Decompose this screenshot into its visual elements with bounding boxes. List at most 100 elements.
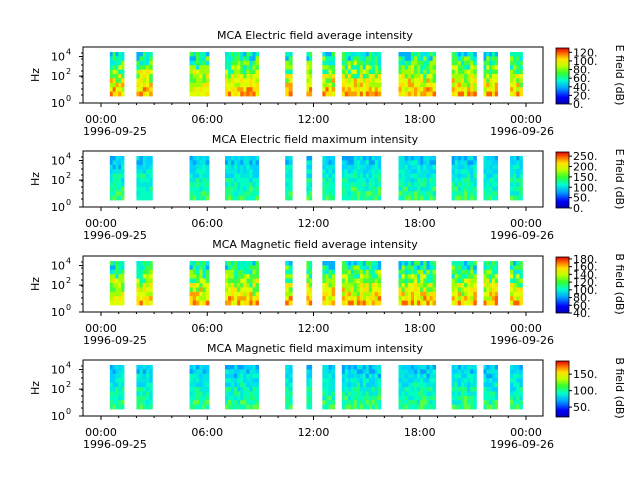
heatmap-cell — [470, 182, 474, 188]
heatmap-cell — [325, 382, 329, 388]
heatmap-cell — [426, 373, 430, 379]
heatmap-cell — [142, 274, 147, 279]
heatmap-cell — [237, 287, 241, 293]
heatmap-cell — [467, 395, 471, 401]
heatmap-cell — [224, 291, 229, 297]
heatmap-cell — [413, 269, 418, 275]
heatmap-cell — [237, 156, 241, 161]
heatmap-cell — [420, 169, 424, 174]
heatmap-cell — [368, 191, 373, 196]
heatmap-cell — [115, 191, 119, 196]
heatmap-cell — [426, 60, 430, 66]
heatmap-cell — [489, 191, 493, 196]
heatmap-cell — [516, 169, 520, 174]
heatmap-cell — [109, 296, 114, 301]
heatmap-cell — [398, 287, 402, 293]
heatmap-cell — [356, 261, 361, 266]
heatmap-cell — [240, 169, 244, 174]
heatmap-cell — [426, 82, 430, 88]
heatmap-cell — [112, 300, 116, 306]
heatmap-cell — [365, 191, 370, 196]
heatmap-cell — [237, 182, 241, 188]
heatmap-cell — [136, 378, 141, 383]
heatmap-cell — [473, 378, 477, 383]
heatmap-cell — [510, 287, 514, 293]
heatmap-cell — [331, 74, 336, 79]
heatmap-cell — [470, 395, 474, 401]
heatmap-cell — [398, 300, 402, 306]
heatmap-cell — [350, 274, 355, 279]
heatmap-cell — [513, 269, 517, 275]
heatmap-cell — [309, 278, 313, 284]
heatmap-cell — [205, 274, 210, 279]
heatmap-cell — [243, 269, 247, 275]
heatmap-cell — [423, 269, 427, 275]
heatmap-cell — [417, 164, 421, 170]
heatmap-cell — [371, 261, 376, 266]
heatmap-cell — [353, 87, 358, 92]
heatmap-cell — [473, 274, 477, 279]
heatmap-cell — [510, 387, 514, 392]
heatmap-cell — [347, 191, 352, 196]
heatmap-cell — [426, 274, 430, 279]
heatmap-cell — [306, 178, 310, 183]
heatmap-cell — [109, 164, 114, 170]
heatmap-cell — [255, 278, 260, 284]
heatmap-cell — [142, 391, 147, 397]
heatmap-cell — [470, 178, 474, 183]
heatmap-cell — [486, 278, 490, 284]
heatmap-cell — [401, 387, 406, 392]
heatmap-cell — [306, 173, 310, 179]
heatmap-cell — [429, 400, 433, 405]
heatmap-cell — [231, 169, 235, 174]
heatmap-cell — [426, 56, 430, 62]
heatmap-cell — [285, 191, 290, 196]
heatmap-cell — [325, 52, 329, 57]
heatmap-cell — [492, 369, 496, 375]
heatmap-cell — [356, 387, 361, 392]
heatmap-cell — [353, 395, 358, 401]
heatmap-cell — [451, 378, 456, 383]
heatmap-cell — [249, 365, 253, 370]
heatmap-cell — [368, 269, 373, 275]
heatmap-cell — [344, 52, 349, 57]
heatmap-cell — [202, 191, 207, 196]
heatmap-cell — [356, 87, 361, 92]
heatmap-cell — [344, 178, 349, 183]
heatmap-cell — [142, 400, 147, 405]
heatmap-cell — [489, 160, 493, 166]
heatmap-cell — [237, 186, 241, 192]
heatmap-cell — [118, 164, 122, 170]
heatmap-cell — [249, 60, 253, 66]
heatmap-cell — [240, 278, 244, 284]
heatmap-cell — [410, 387, 415, 392]
heatmap-cell — [228, 300, 232, 306]
heatmap-cell — [350, 191, 355, 196]
heatmap-cell — [365, 265, 370, 271]
heatmap-cell — [350, 87, 355, 92]
heatmap-cell — [407, 296, 412, 301]
heatmap-cell — [417, 373, 421, 379]
heatmap-cell — [205, 52, 210, 57]
heatmap-cell — [309, 404, 313, 410]
heatmap-cell — [139, 56, 144, 62]
heatmap-cell — [432, 369, 437, 375]
heatmap-cell — [145, 164, 150, 170]
heatmap-cell — [199, 191, 203, 196]
heatmap-cell — [240, 287, 244, 293]
heatmap-cell — [371, 395, 376, 401]
heatmap-cell — [423, 87, 427, 92]
heatmap-cell — [246, 378, 250, 383]
heatmap-cell — [192, 173, 197, 179]
heatmap-cell — [145, 65, 150, 70]
heatmap-cell — [252, 52, 256, 57]
heatmap-cell — [139, 87, 144, 92]
heatmap-cell — [426, 391, 430, 397]
heatmap-cell — [368, 186, 373, 192]
heatmap-cell — [288, 274, 293, 279]
heatmap-cell — [331, 91, 336, 97]
heatmap-cell — [192, 283, 197, 288]
heatmap-cell — [325, 269, 329, 275]
heatmap-cell — [341, 395, 346, 401]
heatmap-cell — [205, 186, 210, 192]
